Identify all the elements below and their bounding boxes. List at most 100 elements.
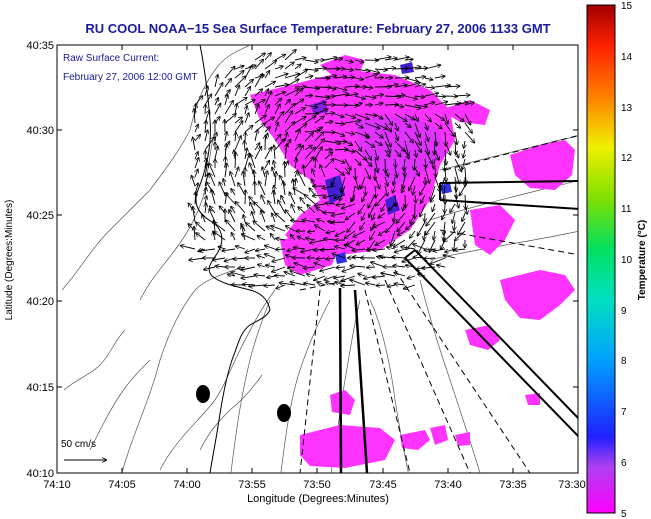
current-vector: [395, 194, 396, 206]
current-vector: [432, 203, 435, 211]
current-vector: [326, 282, 336, 285]
current-vector: [234, 117, 242, 124]
colorbar-label: Temperature (°C): [637, 220, 648, 301]
current-vector: [314, 102, 326, 106]
current-vector: [331, 222, 346, 223]
current-vector: [374, 113, 383, 119]
current-vector: [374, 149, 378, 160]
current-vector: [294, 130, 300, 142]
current-vector: [241, 276, 256, 278]
current-vector: [404, 104, 421, 108]
current-vector: [394, 140, 405, 151]
current-vector: [298, 237, 306, 241]
current-vector: [384, 167, 388, 177]
current-vector: [424, 167, 429, 183]
current-vector: [245, 248, 256, 253]
current-vector: [344, 158, 351, 170]
current-vector: [334, 94, 348, 96]
current-vector: [387, 247, 396, 249]
current-vector: [374, 140, 382, 145]
current-vector: [314, 147, 322, 160]
current-vector: [444, 122, 454, 136]
current-vector: [304, 105, 317, 107]
current-vector: [258, 236, 266, 241]
current-vector: [354, 149, 366, 160]
current-vector: [224, 101, 233, 115]
current-vector: [344, 150, 355, 152]
x-tick-label: 73:35: [499, 479, 527, 491]
current-vector: [384, 84, 398, 88]
current-vector: [341, 275, 356, 281]
current-vector: [261, 195, 266, 205]
current-vector: [404, 77, 418, 81]
current-vector: [391, 239, 396, 246]
current-vector: [234, 121, 243, 133]
current-vector: [291, 235, 296, 241]
current-vector: [278, 200, 286, 214]
current-vector: [254, 53, 265, 61]
current-vector: [294, 89, 303, 97]
current-vector: [244, 87, 250, 97]
current-vector: [304, 60, 318, 62]
current-vector: [455, 176, 456, 191]
current-vector: [364, 68, 379, 73]
current-vector: [214, 83, 223, 97]
current-vector: [214, 222, 226, 232]
current-vector: [264, 105, 269, 115]
current-vector: [444, 140, 451, 155]
current-vector: [284, 111, 293, 124]
current-vector: [264, 82, 275, 88]
current-vector: [274, 74, 288, 79]
current-vector: [334, 123, 344, 124]
current-vector: [369, 203, 376, 217]
current-vector: [256, 249, 266, 251]
current-vector: [395, 248, 406, 252]
current-vector: [274, 85, 288, 88]
current-vector: [422, 267, 436, 268]
current-vector: [444, 221, 445, 235]
colorbar-tick-label: 12: [621, 153, 633, 164]
current-vector: [271, 226, 286, 232]
current-vector: [395, 158, 396, 167]
current-vector: [409, 176, 416, 191]
current-vector: [192, 176, 196, 187]
current-vector: [264, 92, 272, 106]
current-vector: [284, 50, 296, 61]
current-vector: [373, 221, 386, 227]
current-vector: [445, 167, 446, 182]
current-vector: [336, 267, 346, 268]
current-vector: [272, 266, 286, 272]
current-vector: [272, 213, 276, 223]
current-vector: [404, 122, 411, 127]
current-vector: [377, 285, 386, 286]
current-vector: [286, 226, 296, 232]
x-tick-label: 74:00: [173, 479, 201, 491]
current-vector: [261, 211, 266, 223]
current-vector: [404, 59, 413, 60]
current-vector: [455, 131, 457, 144]
current-vector: [430, 257, 446, 264]
current-vector: [344, 86, 359, 87]
current-vector: [245, 133, 246, 142]
current-vector: [462, 212, 466, 221]
current-vector: [304, 76, 312, 78]
x-axis: 74:10 74:05 74:00 73:55 73:50 73:45 73:4…: [43, 479, 586, 491]
current-vector: [437, 265, 446, 267]
current-vector: [350, 280, 366, 286]
current-vector: [367, 267, 376, 268]
current-vector: [304, 96, 312, 97]
current-vector: [454, 194, 459, 208]
current-vector: [257, 256, 266, 258]
current-vector: [331, 212, 346, 216]
current-vector: [264, 147, 271, 160]
current-vector: [243, 215, 245, 223]
current-vector: [404, 284, 416, 289]
current-vector: [455, 249, 466, 250]
current-vector: [274, 139, 284, 151]
current-vector: [424, 87, 434, 88]
current-vector: [324, 113, 334, 114]
current-vector: [394, 239, 406, 247]
current-vector: [315, 204, 326, 206]
current-vector: [364, 122, 380, 129]
colorbar-tick-label: 7: [621, 407, 627, 418]
